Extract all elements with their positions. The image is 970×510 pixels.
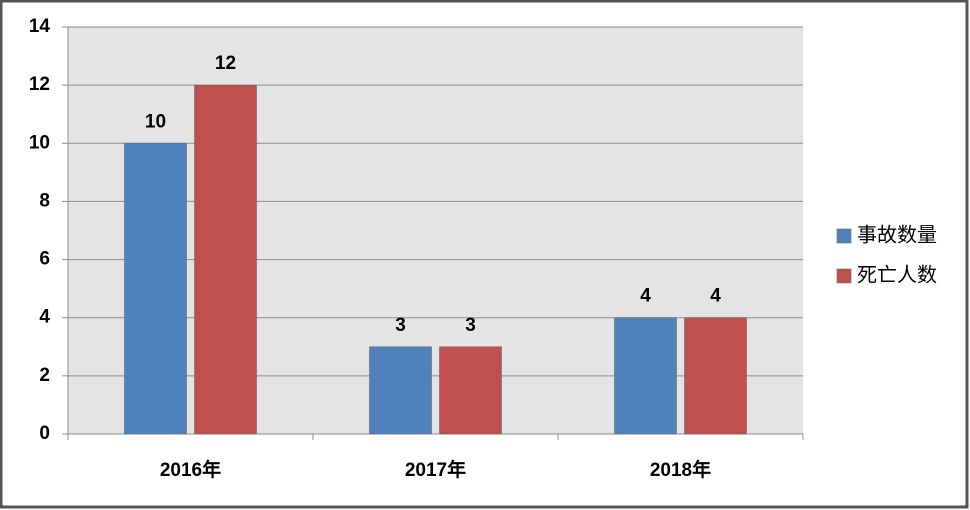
y-tick-label: 10 bbox=[29, 132, 50, 153]
value-label: 3 bbox=[395, 315, 406, 336]
x-tick-label: 2018年 bbox=[650, 458, 711, 481]
y-tick-label: 12 bbox=[29, 74, 50, 95]
y-tick-label: 4 bbox=[39, 307, 50, 328]
value-label: 4 bbox=[640, 286, 651, 307]
legend-swatch bbox=[836, 228, 852, 244]
y-tick-label: 0 bbox=[39, 423, 50, 444]
bar bbox=[614, 317, 677, 435]
bar bbox=[194, 84, 257, 435]
y-tick-label: 6 bbox=[39, 249, 50, 270]
y-tick-label: 8 bbox=[39, 190, 50, 211]
value-label: 3 bbox=[465, 315, 476, 336]
value-label: 4 bbox=[710, 286, 721, 307]
legend-label: 死亡人数 bbox=[857, 263, 937, 286]
bar bbox=[439, 346, 502, 435]
value-label: 12 bbox=[215, 53, 236, 74]
bar bbox=[369, 346, 432, 435]
legend-label: 事故数量 bbox=[857, 223, 937, 246]
plot-area bbox=[68, 27, 803, 434]
y-tick-label: 2 bbox=[39, 365, 50, 386]
value-label: 10 bbox=[145, 111, 166, 132]
x-tick-label: 2016年 bbox=[160, 458, 221, 481]
y-tick-label: 14 bbox=[29, 16, 51, 37]
x-tick-label: 2017年 bbox=[405, 458, 466, 481]
bar bbox=[124, 142, 187, 435]
bar bbox=[684, 317, 747, 435]
legend-swatch bbox=[836, 268, 852, 284]
